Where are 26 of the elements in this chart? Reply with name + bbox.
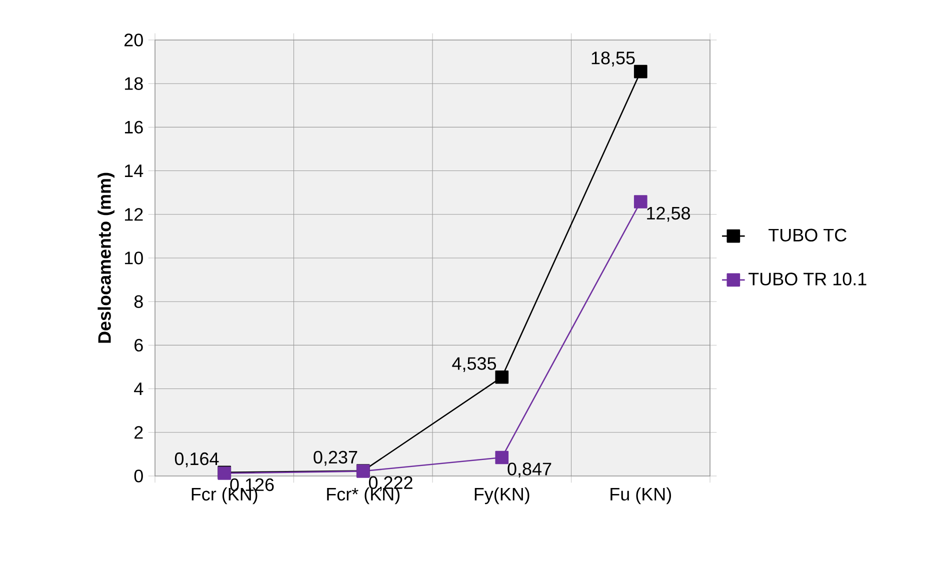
- y-tick-label: 0: [134, 470, 143, 482]
- point: [634, 64, 648, 78]
- y-tick-label: 2: [134, 426, 143, 439]
- x-tick-label: Fu (KN): [610, 487, 671, 504]
- y-tick-label: 12: [124, 208, 143, 221]
- y-tick-label: 18: [124, 77, 143, 90]
- legend-label: TUBO TR 10.1: [748, 272, 866, 286]
- y-tick-label: 20: [124, 34, 143, 46]
- y-tick-label: 14: [124, 164, 144, 177]
- y-tick-label: 16: [124, 120, 143, 134]
- data-label: 18,55: [592, 52, 635, 66]
- data-label: 12,58: [647, 206, 690, 222]
- y-tick-label: 10: [124, 252, 143, 264]
- y-axis-title: Deslocamento (mm): [98, 172, 114, 343]
- y-tick-label: 8: [134, 295, 143, 308]
- x-tick-label: Fy(KN): [474, 487, 530, 504]
- data-label: 0,164: [174, 452, 219, 468]
- point: [634, 195, 648, 208]
- point: [495, 370, 509, 384]
- data-label: 4,535: [452, 357, 496, 372]
- data-label: 0,847: [508, 462, 552, 478]
- data-label: 0,237: [314, 450, 358, 466]
- y-tick-label: 4: [134, 382, 144, 395]
- point: [495, 450, 509, 464]
- legend-label: TUBO TC: [768, 228, 846, 242]
- y-tick-label: 6: [134, 338, 143, 352]
